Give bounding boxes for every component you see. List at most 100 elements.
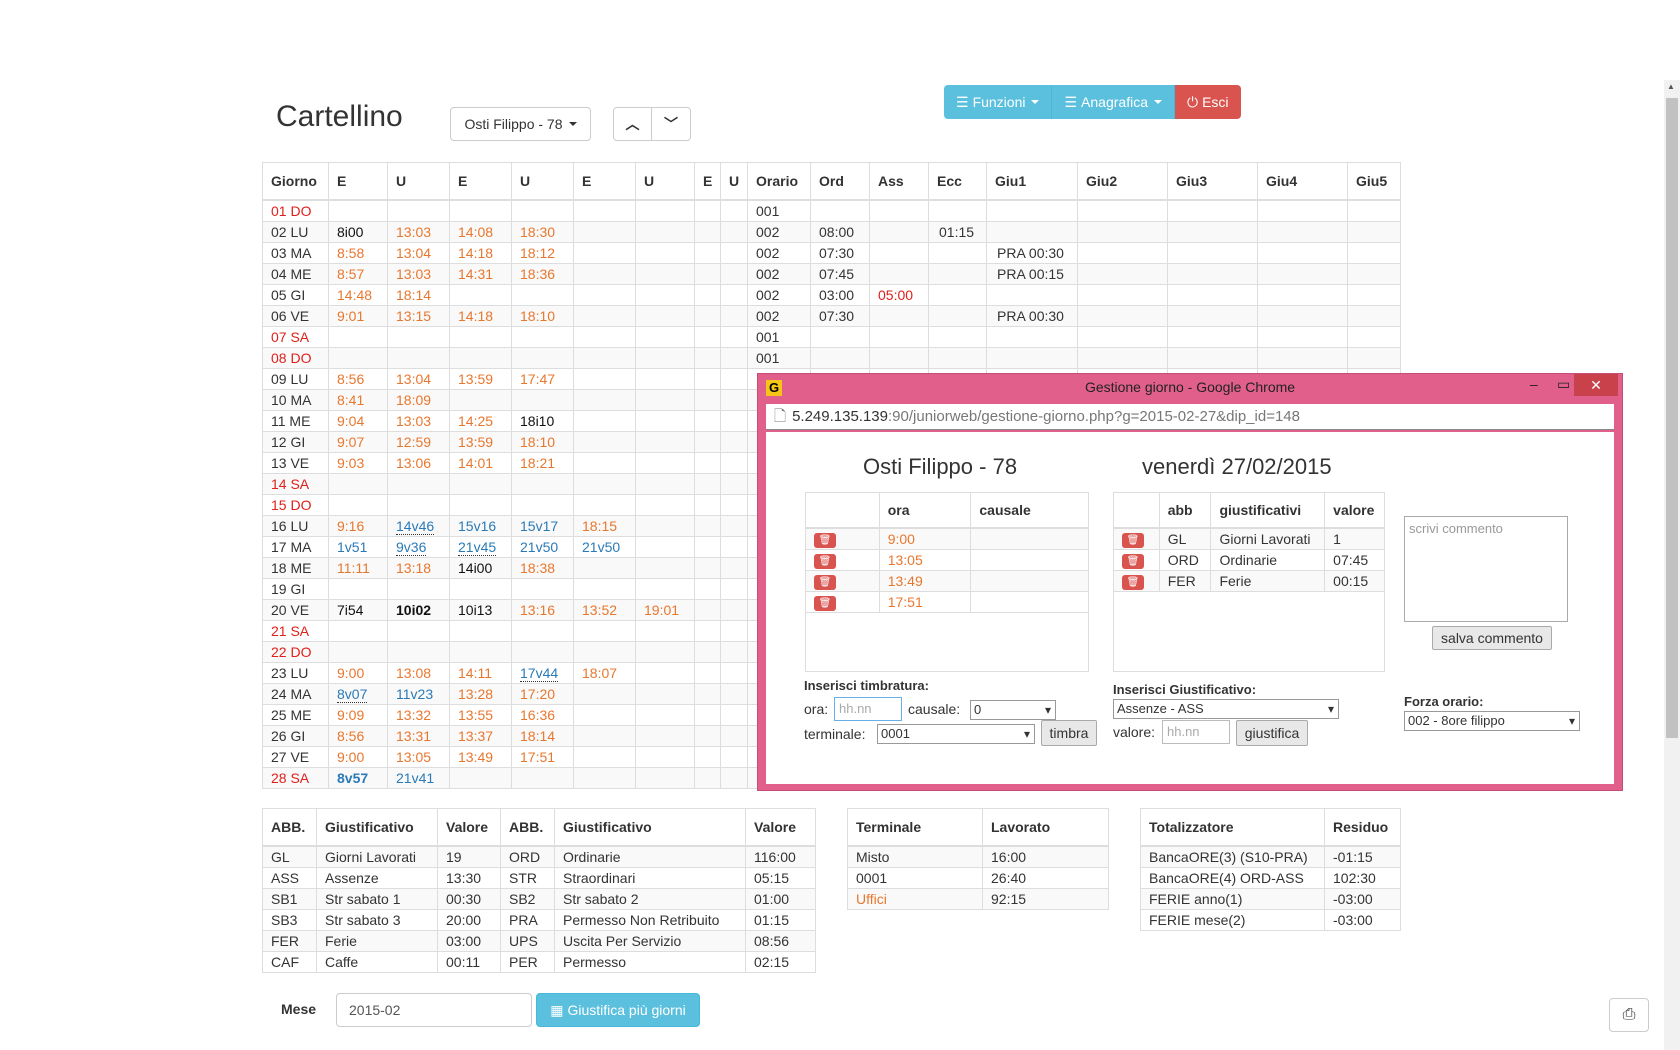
day-cell[interactable]: 06 VE <box>262 305 329 327</box>
just-select[interactable]: Assenze - ASS <box>1113 699 1339 719</box>
delete-punch-button[interactable]: 🗑 <box>805 527 880 550</box>
table-cell: 8:41 <box>328 389 388 411</box>
delete-justification-button[interactable]: 🗑 <box>1113 549 1160 571</box>
terminale-select[interactable]: 0001 <box>877 724 1035 744</box>
table-cell <box>635 410 695 432</box>
comment-textarea[interactable]: scrivi commento <box>1404 516 1568 622</box>
causale-label: causale: <box>908 701 961 717</box>
punch-header-empty <box>805 492 880 529</box>
day-cell[interactable]: 05 GI <box>262 284 329 306</box>
force-select[interactable]: 002 - 8ore filippo <box>1404 711 1580 731</box>
day-cell[interactable]: 11 ME <box>262 410 329 432</box>
day-cell[interactable]: 08 DO <box>262 347 329 369</box>
anagrafica-menu-button[interactable]: ☰ Anagrafica <box>1052 85 1175 119</box>
table-cell: 18:38 <box>511 557 574 579</box>
day-cell[interactable]: 03 MA <box>262 242 329 264</box>
table-cell <box>720 746 748 768</box>
funzioni-label: Funzioni <box>972 94 1026 110</box>
table-cell: Caffe <box>316 951 438 973</box>
popup-title: Gestione giorno - Google Chrome <box>1084 379 1296 395</box>
day-cell[interactable]: 27 VE <box>262 746 329 768</box>
table-row[interactable]: 06 VE 9:01 13:15 14:18 18:10 002 07:30 PRA 00:3… <box>262 305 1401 327</box>
punch-header-ora: ora <box>878 492 972 529</box>
day-cell[interactable]: 02 LU <box>262 221 329 243</box>
day-cell[interactable]: 10 MA <box>262 389 329 411</box>
mese-input[interactable]: 2015-02 <box>336 993 532 1027</box>
delete-punch-button[interactable]: 🗑 <box>805 570 880 592</box>
employee-select[interactable]: Osti Filippo - 78 <box>450 107 591 141</box>
close-icon[interactable]: ✕ <box>1574 374 1618 396</box>
day-cell[interactable]: 28 SA <box>262 767 329 789</box>
delete-justification-button[interactable]: 🗑 <box>1113 527 1160 550</box>
table-cell: 9:03 <box>328 452 388 474</box>
day-cell[interactable]: 14 SA <box>262 473 329 495</box>
day-cell[interactable]: 17 MA <box>262 536 329 558</box>
calendar-icon: ▦ <box>550 1002 564 1018</box>
url-bar[interactable]: 🗋 5.249.135.139:90/juniorweb/gestione-gio… <box>766 404 1614 430</box>
minimize-icon[interactable]: – <box>1530 376 1538 392</box>
top-menu: ☰ Funzioni ☰ Anagrafica ⏻ Esci <box>944 85 1241 119</box>
table-row[interactable]: 08 DO 001 <box>262 347 1401 369</box>
column-header: Ecc <box>928 162 987 201</box>
app-icon: G <box>766 380 782 396</box>
giustifica-multi-button[interactable]: ▦ Giustifica più giorni <box>536 993 700 1027</box>
giustifica-popup-button[interactable]: giustifica <box>1236 720 1308 746</box>
insert-punch-label: Inserisci timbratura: <box>804 678 929 693</box>
day-cell[interactable]: 07 SA <box>262 326 329 348</box>
next-employee-button[interactable]: ﹀ <box>651 107 691 141</box>
maximize-icon[interactable]: ▭ <box>1557 376 1571 392</box>
table-row[interactable]: 03 MA 8:58 13:04 14:18 18:12 002 07:30 PRA 00:3… <box>262 242 1401 264</box>
delete-punch-button[interactable]: 🗑 <box>805 549 880 571</box>
save-comment-button[interactable]: salva commento <box>1432 626 1552 650</box>
esci-button[interactable]: ⏻ Esci <box>1174 85 1241 119</box>
day-cell[interactable]: 15 DO <box>262 494 329 516</box>
funzioni-menu-button[interactable]: ☰ Funzioni <box>944 85 1053 119</box>
day-cell[interactable]: 18 ME <box>262 557 329 579</box>
table-row[interactable]: 04 ME 8:57 13:03 14:31 18:36 002 07:45 PRA 00:1… <box>262 263 1401 285</box>
table-cell: 001 <box>747 347 811 369</box>
day-cell[interactable]: 25 ME <box>262 704 329 726</box>
day-cell[interactable]: 01 DO <box>262 199 329 222</box>
table-row[interactable]: 05 GI 14:48 18:14 002 03:00 05:00 <box>262 284 1401 306</box>
day-cell[interactable]: 24 MA <box>262 683 329 705</box>
day-cell[interactable]: 12 GI <box>262 431 329 453</box>
day-cell[interactable]: 21 SA <box>262 620 329 642</box>
day-cell[interactable]: 22 DO <box>262 641 329 663</box>
day-cell[interactable]: 20 VE <box>262 599 329 621</box>
table-cell: 13:49 <box>449 746 512 768</box>
table-cell: 8:57 <box>328 263 388 285</box>
justifications-table: abb giustificativi valore 🗑 GL Giorni Lavo… <box>1113 492 1385 592</box>
causale-select[interactable]: 0 <box>970 700 1056 720</box>
delete-punch-button[interactable]: 🗑 <box>805 591 880 613</box>
table-cell <box>573 641 636 663</box>
just-header-valore: valore <box>1324 492 1385 529</box>
table-cell <box>720 389 748 411</box>
day-cell[interactable]: 04 ME <box>262 263 329 285</box>
table-cell <box>635 578 695 600</box>
table-cell <box>1347 347 1401 369</box>
table-cell <box>1077 326 1168 348</box>
day-cell[interactable]: 19 GI <box>262 578 329 600</box>
table-cell <box>1077 199 1168 222</box>
delete-justification-button[interactable]: 🗑 <box>1113 570 1160 592</box>
table-row: SB3 Str sabato 3 20:00 PRA Permesso Non Retr… <box>262 909 816 931</box>
table-row[interactable]: 01 DO 001 <box>262 199 1401 222</box>
table-row[interactable]: 07 SA 001 <box>262 326 1401 348</box>
day-cell[interactable]: 26 GI <box>262 725 329 747</box>
day-cell[interactable]: 16 LU <box>262 515 329 537</box>
ora-input[interactable]: hh.nn <box>834 697 902 721</box>
scrollbar-thumb[interactable] <box>1666 98 1678 738</box>
table-row[interactable]: 02 LU 8i00 13:03 14:08 18:30 002 08:00 01:15 <box>262 221 1401 243</box>
day-cell[interactable]: 09 LU <box>262 368 329 390</box>
day-cell[interactable]: 23 LU <box>262 662 329 684</box>
print-button[interactable]: ⎙ <box>1609 998 1649 1032</box>
scroll-up-icon[interactable]: ▲ <box>1667 82 1675 91</box>
table-cell: 10i02 <box>387 599 450 621</box>
valore-input[interactable]: hh.nn <box>1162 720 1230 744</box>
prev-employee-button[interactable]: ︿ <box>613 107 652 141</box>
timbra-button[interactable]: timbra <box>1041 720 1097 746</box>
table-cell: 9:01 <box>328 305 388 327</box>
table-cell: FER <box>262 930 317 952</box>
table-cell: 1 <box>1324 527 1385 550</box>
day-cell[interactable]: 13 VE <box>262 452 329 474</box>
